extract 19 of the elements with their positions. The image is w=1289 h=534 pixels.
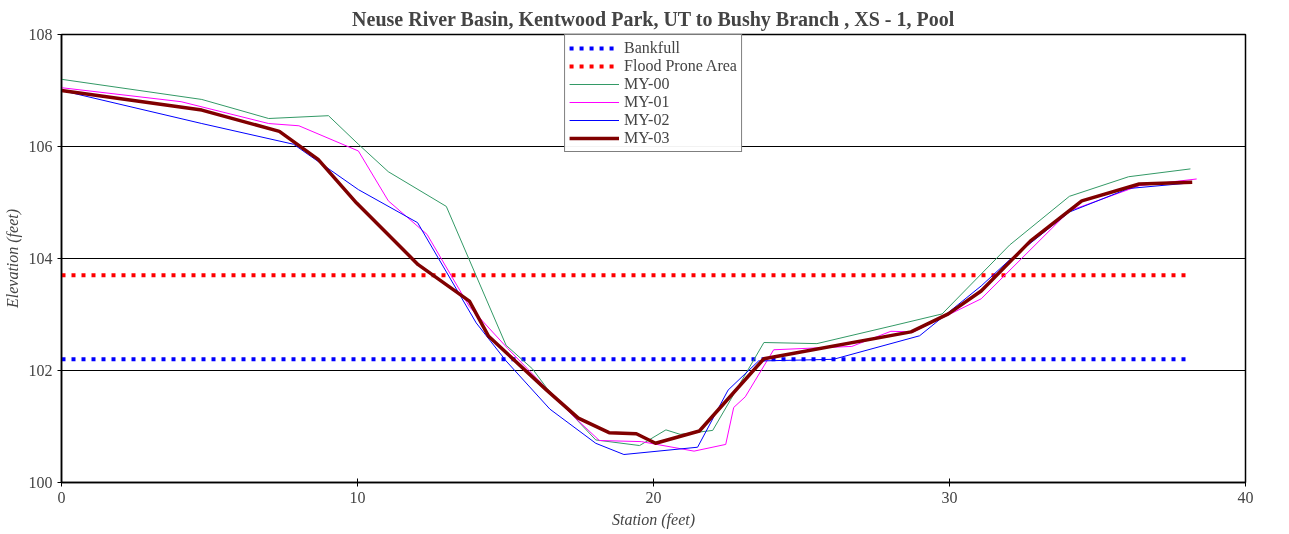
y-tick-label: 102 [28, 362, 53, 379]
y-tick-label: 106 [28, 138, 53, 155]
x-tick-label: 20 [645, 488, 662, 506]
legend-label: MY-02 [624, 111, 670, 129]
y-tick-label: 108 [28, 26, 53, 43]
chart-title: Neuse River Basin, Kentwood Park, UT to Bushy Branch , XS - 1, Pool [352, 7, 955, 31]
legend-label: MY-03 [624, 129, 670, 147]
legend-label: MY-01 [624, 93, 670, 111]
legend-label: MY-00 [624, 75, 670, 93]
legend-label: Flood Prone Area [624, 57, 737, 75]
y-axis-title: Elevation (feet) [3, 208, 22, 310]
x-tick-label: 10 [349, 488, 366, 506]
legend-label: Bankfull [624, 39, 681, 57]
x-tick-label: 0 [57, 488, 66, 506]
x-axis-title: Station (feet) [611, 510, 696, 529]
y-tick-label: 104 [28, 250, 53, 267]
x-tick-label: 40 [1237, 488, 1254, 506]
y-tick-label: 100 [28, 474, 53, 491]
x-tick-label: 30 [941, 488, 958, 506]
